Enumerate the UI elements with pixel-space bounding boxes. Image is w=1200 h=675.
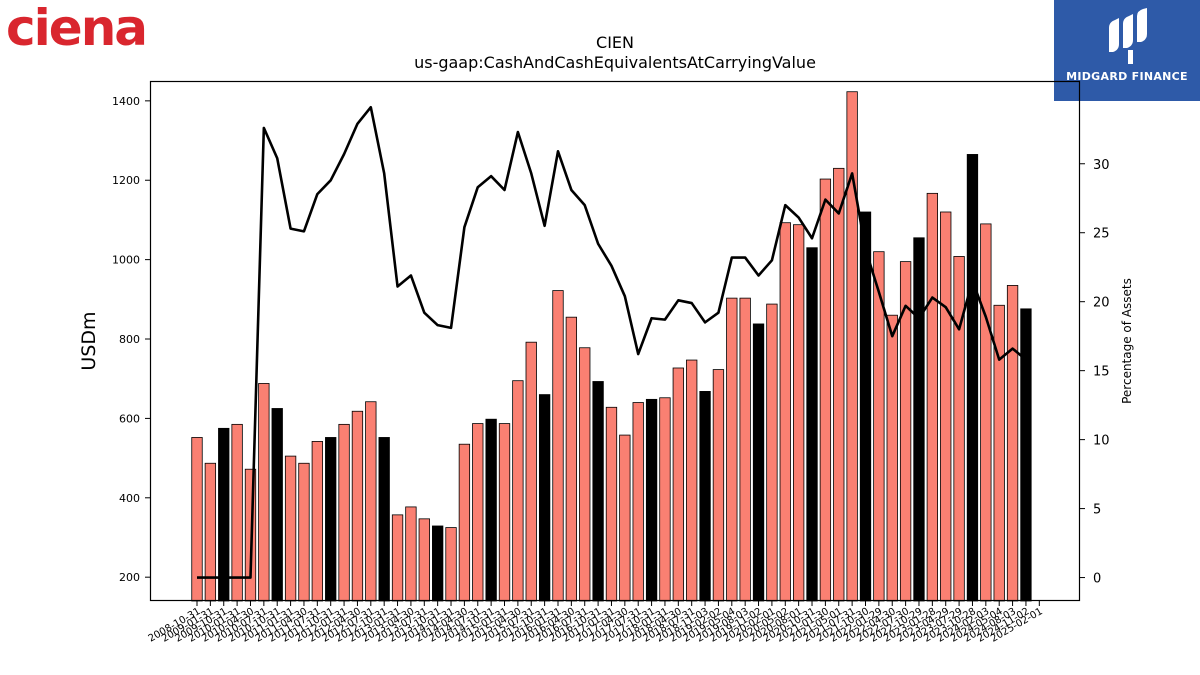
bar [726,297,738,602]
plot-frame [149,80,1081,602]
bar [913,237,925,602]
bar-series [191,91,1032,602]
ciena-logo: ciena [6,0,148,57]
chart-subtitle: us-gaap:CashAndCashEquivalentsAtCarrying… [414,53,816,72]
right-y-axis: 0 5 10 15 20 25 30 [1080,158,1110,587]
bar [846,91,858,602]
bar [632,402,644,602]
bar [712,369,725,602]
bar [980,223,992,602]
y2-axis-label: Percentage of Assets [1120,278,1134,404]
bar [605,406,618,602]
percentage-line [197,105,1027,579]
bar [686,359,698,602]
midgard-mark-icon [1109,8,1147,64]
y2-tick-label: 30 [1093,158,1110,173]
bar [432,525,444,602]
bar [619,434,631,602]
bar [472,423,484,602]
bar [966,154,979,602]
bar [271,408,283,602]
bar [204,462,217,602]
bar [365,401,377,602]
bar [672,367,684,602]
bar [565,316,578,602]
y2-tick-label: 0 [1093,572,1101,587]
bar [351,410,364,602]
bar [806,247,818,602]
y-tick-label: 1400 [112,95,140,108]
bar [592,381,604,602]
y-tick-label: 400 [119,492,140,505]
y-tick-label: 200 [119,571,140,584]
bar [525,341,537,602]
bar [498,423,511,602]
y2-tick-label: 10 [1093,434,1110,449]
bar [766,303,778,602]
bar [699,391,711,602]
bar [458,443,471,602]
bar [579,347,591,602]
bar [418,518,430,602]
bar [325,437,337,602]
bar [1020,308,1032,602]
bar [311,441,323,602]
y2-tick-label: 20 [1093,296,1110,311]
bar [1006,285,1019,602]
bar [378,437,390,602]
bar [859,211,872,602]
bar [485,418,497,602]
bar [833,167,845,602]
y-axis-label: USDm [78,311,100,370]
bar [659,397,671,602]
bar [752,323,765,602]
bar [926,192,938,602]
y2-tick-label: 25 [1093,227,1110,242]
bar [298,462,310,602]
y2-tick-label: 5 [1093,503,1101,518]
bar [391,514,404,602]
chart-title: CIEN [596,33,634,52]
bar [512,380,524,602]
midgard-finance-logo: MIDGARD FINANCE [1054,0,1200,101]
bar [284,455,297,602]
bar [779,222,791,602]
bar [218,427,230,602]
bar [793,224,805,602]
x-axis: 2008-10-312009-01-312009-10-312010-01-31… [147,601,1045,645]
bar [538,394,551,602]
bar [258,383,270,602]
y2-tick-label: 15 [1093,365,1110,380]
y-tick-label: 800 [119,333,140,346]
y-tick-label: 600 [119,412,140,425]
bar [645,398,658,602]
bar [953,256,965,602]
bar [886,314,898,602]
bar [231,423,243,602]
bar [405,506,417,602]
y-tick-label: 1000 [112,254,140,267]
bar [940,211,952,602]
bar [739,297,751,602]
y-tick-label: 1200 [112,174,140,187]
left-y-axis: 200 400 600 800 1000 1200 1400 [112,95,150,584]
bar [819,178,832,602]
bar [338,423,350,602]
bar [552,290,564,602]
bar [445,527,457,602]
midgard-finance-wordmark: MIDGARD FINANCE [1066,70,1188,83]
